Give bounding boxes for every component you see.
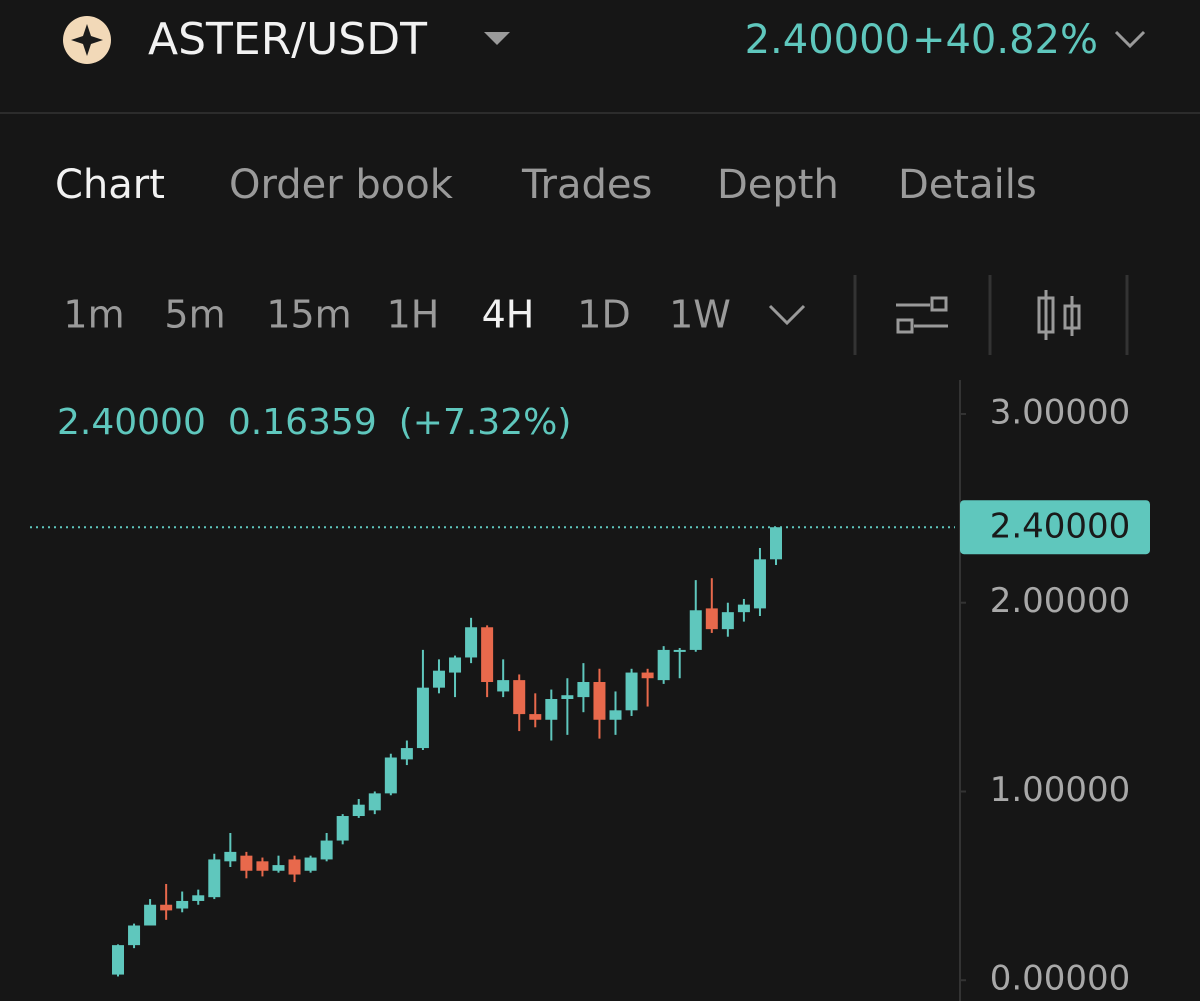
y-tick-label: 0.00000 bbox=[990, 959, 1131, 999]
interval[interactable]: 5m bbox=[164, 293, 225, 337]
interval[interactable]: 1H bbox=[387, 293, 440, 337]
token-icon bbox=[63, 16, 111, 64]
candle-body bbox=[224, 851, 237, 862]
pair-dropdown[interactable] bbox=[484, 32, 510, 45]
candle-body bbox=[416, 687, 429, 749]
candle-body bbox=[449, 657, 462, 673]
interval[interactable]: 1m bbox=[63, 293, 124, 337]
candle-body bbox=[481, 627, 494, 683]
tab[interactable]: Chart bbox=[55, 162, 165, 208]
candle-body bbox=[160, 904, 173, 911]
tab[interactable]: Order book bbox=[229, 162, 454, 208]
last-price-label: 2.40000 bbox=[990, 507, 1131, 547]
interval[interactable]: 15m bbox=[266, 293, 351, 337]
candle-body bbox=[625, 672, 638, 711]
tab[interactable]: Trades bbox=[521, 162, 652, 208]
interval[interactable]: 1D bbox=[577, 293, 630, 337]
candle-body bbox=[368, 793, 381, 811]
y-tick-label: 3.00000 bbox=[990, 392, 1131, 432]
candle-body bbox=[240, 855, 253, 871]
more-intervals[interactable] bbox=[768, 304, 806, 326]
y-tick-label: 2.00000 bbox=[990, 581, 1131, 621]
candle-body bbox=[593, 682, 606, 720]
candle-body bbox=[529, 714, 542, 720]
candle-body bbox=[753, 559, 766, 609]
pair-title[interactable]: ASTER/USDT bbox=[148, 14, 427, 65]
interval[interactable]: 4H bbox=[482, 293, 535, 337]
candlestick-chart: 0.00000 1.00000 2.00000 3.00000 2.40000 bbox=[30, 380, 1150, 1001]
candle-body bbox=[288, 859, 301, 875]
candle-body bbox=[112, 945, 124, 975]
candle-body bbox=[721, 612, 734, 630]
candle-body bbox=[144, 904, 157, 926]
candle-body bbox=[128, 925, 141, 946]
candle-body bbox=[641, 672, 654, 679]
info-item: 2.40000 bbox=[57, 402, 206, 443]
ohlc-info: 2.40000 0.16359 (+7.32%) bbox=[57, 402, 571, 443]
candle-body bbox=[384, 757, 397, 794]
candle-body bbox=[320, 840, 333, 860]
candle-body bbox=[256, 861, 269, 871]
tab[interactable]: Details bbox=[898, 162, 1037, 208]
candle-body bbox=[737, 604, 750, 613]
candle-body bbox=[432, 670, 445, 688]
price: 2.40000 bbox=[745, 17, 910, 63]
last-price-box bbox=[960, 500, 1150, 555]
candle-body bbox=[545, 698, 558, 720]
tab[interactable]: Depth bbox=[717, 162, 839, 208]
change: +40.82% bbox=[912, 17, 1098, 63]
candle-body bbox=[609, 710, 622, 720]
candle-body bbox=[208, 859, 221, 898]
candle-body bbox=[336, 816, 349, 841]
candle-body bbox=[400, 748, 413, 760]
info-item: 0.16359 bbox=[228, 402, 377, 443]
candle-body bbox=[657, 649, 670, 681]
candle-body bbox=[465, 627, 478, 658]
candle-body bbox=[497, 680, 510, 692]
y-tick-label: 1.00000 bbox=[990, 770, 1131, 810]
candle-body bbox=[705, 608, 718, 630]
candle-body bbox=[513, 680, 526, 715]
chart-type-icon[interactable] bbox=[1037, 290, 1081, 340]
expand-icon[interactable] bbox=[1114, 30, 1146, 49]
candle-body bbox=[673, 649, 686, 652]
candle-body bbox=[770, 527, 782, 560]
candle-body bbox=[272, 865, 285, 871]
candle-body bbox=[577, 682, 590, 698]
candle-body bbox=[352, 804, 365, 817]
candle-body bbox=[176, 900, 189, 909]
candle-body bbox=[689, 610, 702, 650]
info-item: (+7.32%) bbox=[399, 402, 572, 443]
candle-body bbox=[561, 695, 574, 699]
candle-body bbox=[304, 857, 317, 871]
indicator-icon[interactable] bbox=[896, 296, 948, 334]
interval[interactable]: 1W bbox=[669, 293, 731, 337]
candle-body bbox=[192, 895, 205, 901]
